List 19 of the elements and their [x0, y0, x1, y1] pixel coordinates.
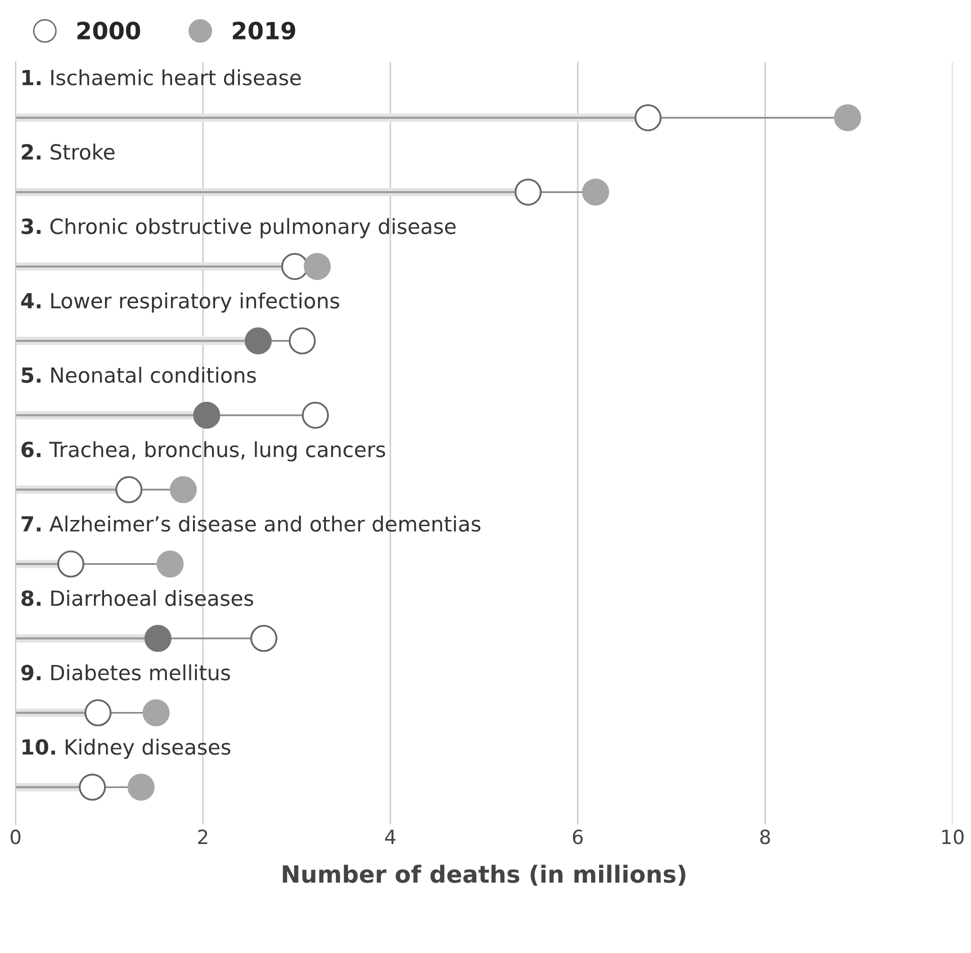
legend-label: 2000 [77, 22, 140, 40]
y-tick-label: 6. Trachea, bronchus, lung cancers [22, 441, 386, 462]
x-tick-label: 0 [10, 830, 20, 844]
y-tick-label: 5. Neonatal conditions [22, 366, 256, 383]
x-tick-label: 8 [760, 830, 770, 844]
y-tick-label: 1. Ischaemic heart disease [22, 69, 301, 86]
y-tick-label: 10. Kidney diseases [22, 738, 230, 759]
y-tick-label: 4. Lower respiratory infections [21, 292, 340, 313]
x-tick-label: 2 [198, 830, 208, 844]
legend-label: 2019 [232, 22, 296, 40]
x-tick-label: 4 [385, 830, 396, 844]
y-tick-label: 2. Stroke [22, 144, 115, 160]
y-tick-label: 8. Diarrhoeal diseases [21, 590, 254, 606]
x-axis-title: Number of deaths (in millions) [282, 864, 686, 886]
y-tick-label: 3. Chronic obstructive pulmonary disease [22, 218, 456, 238]
x-tick-label: 6 [572, 830, 583, 844]
y-tick-label: 9. Diabetes mellitus [21, 664, 230, 680]
y-tick-label: 7. Alzheimer’s disease and other dementias [22, 516, 480, 532]
x-tick-label: 10 [942, 830, 964, 844]
